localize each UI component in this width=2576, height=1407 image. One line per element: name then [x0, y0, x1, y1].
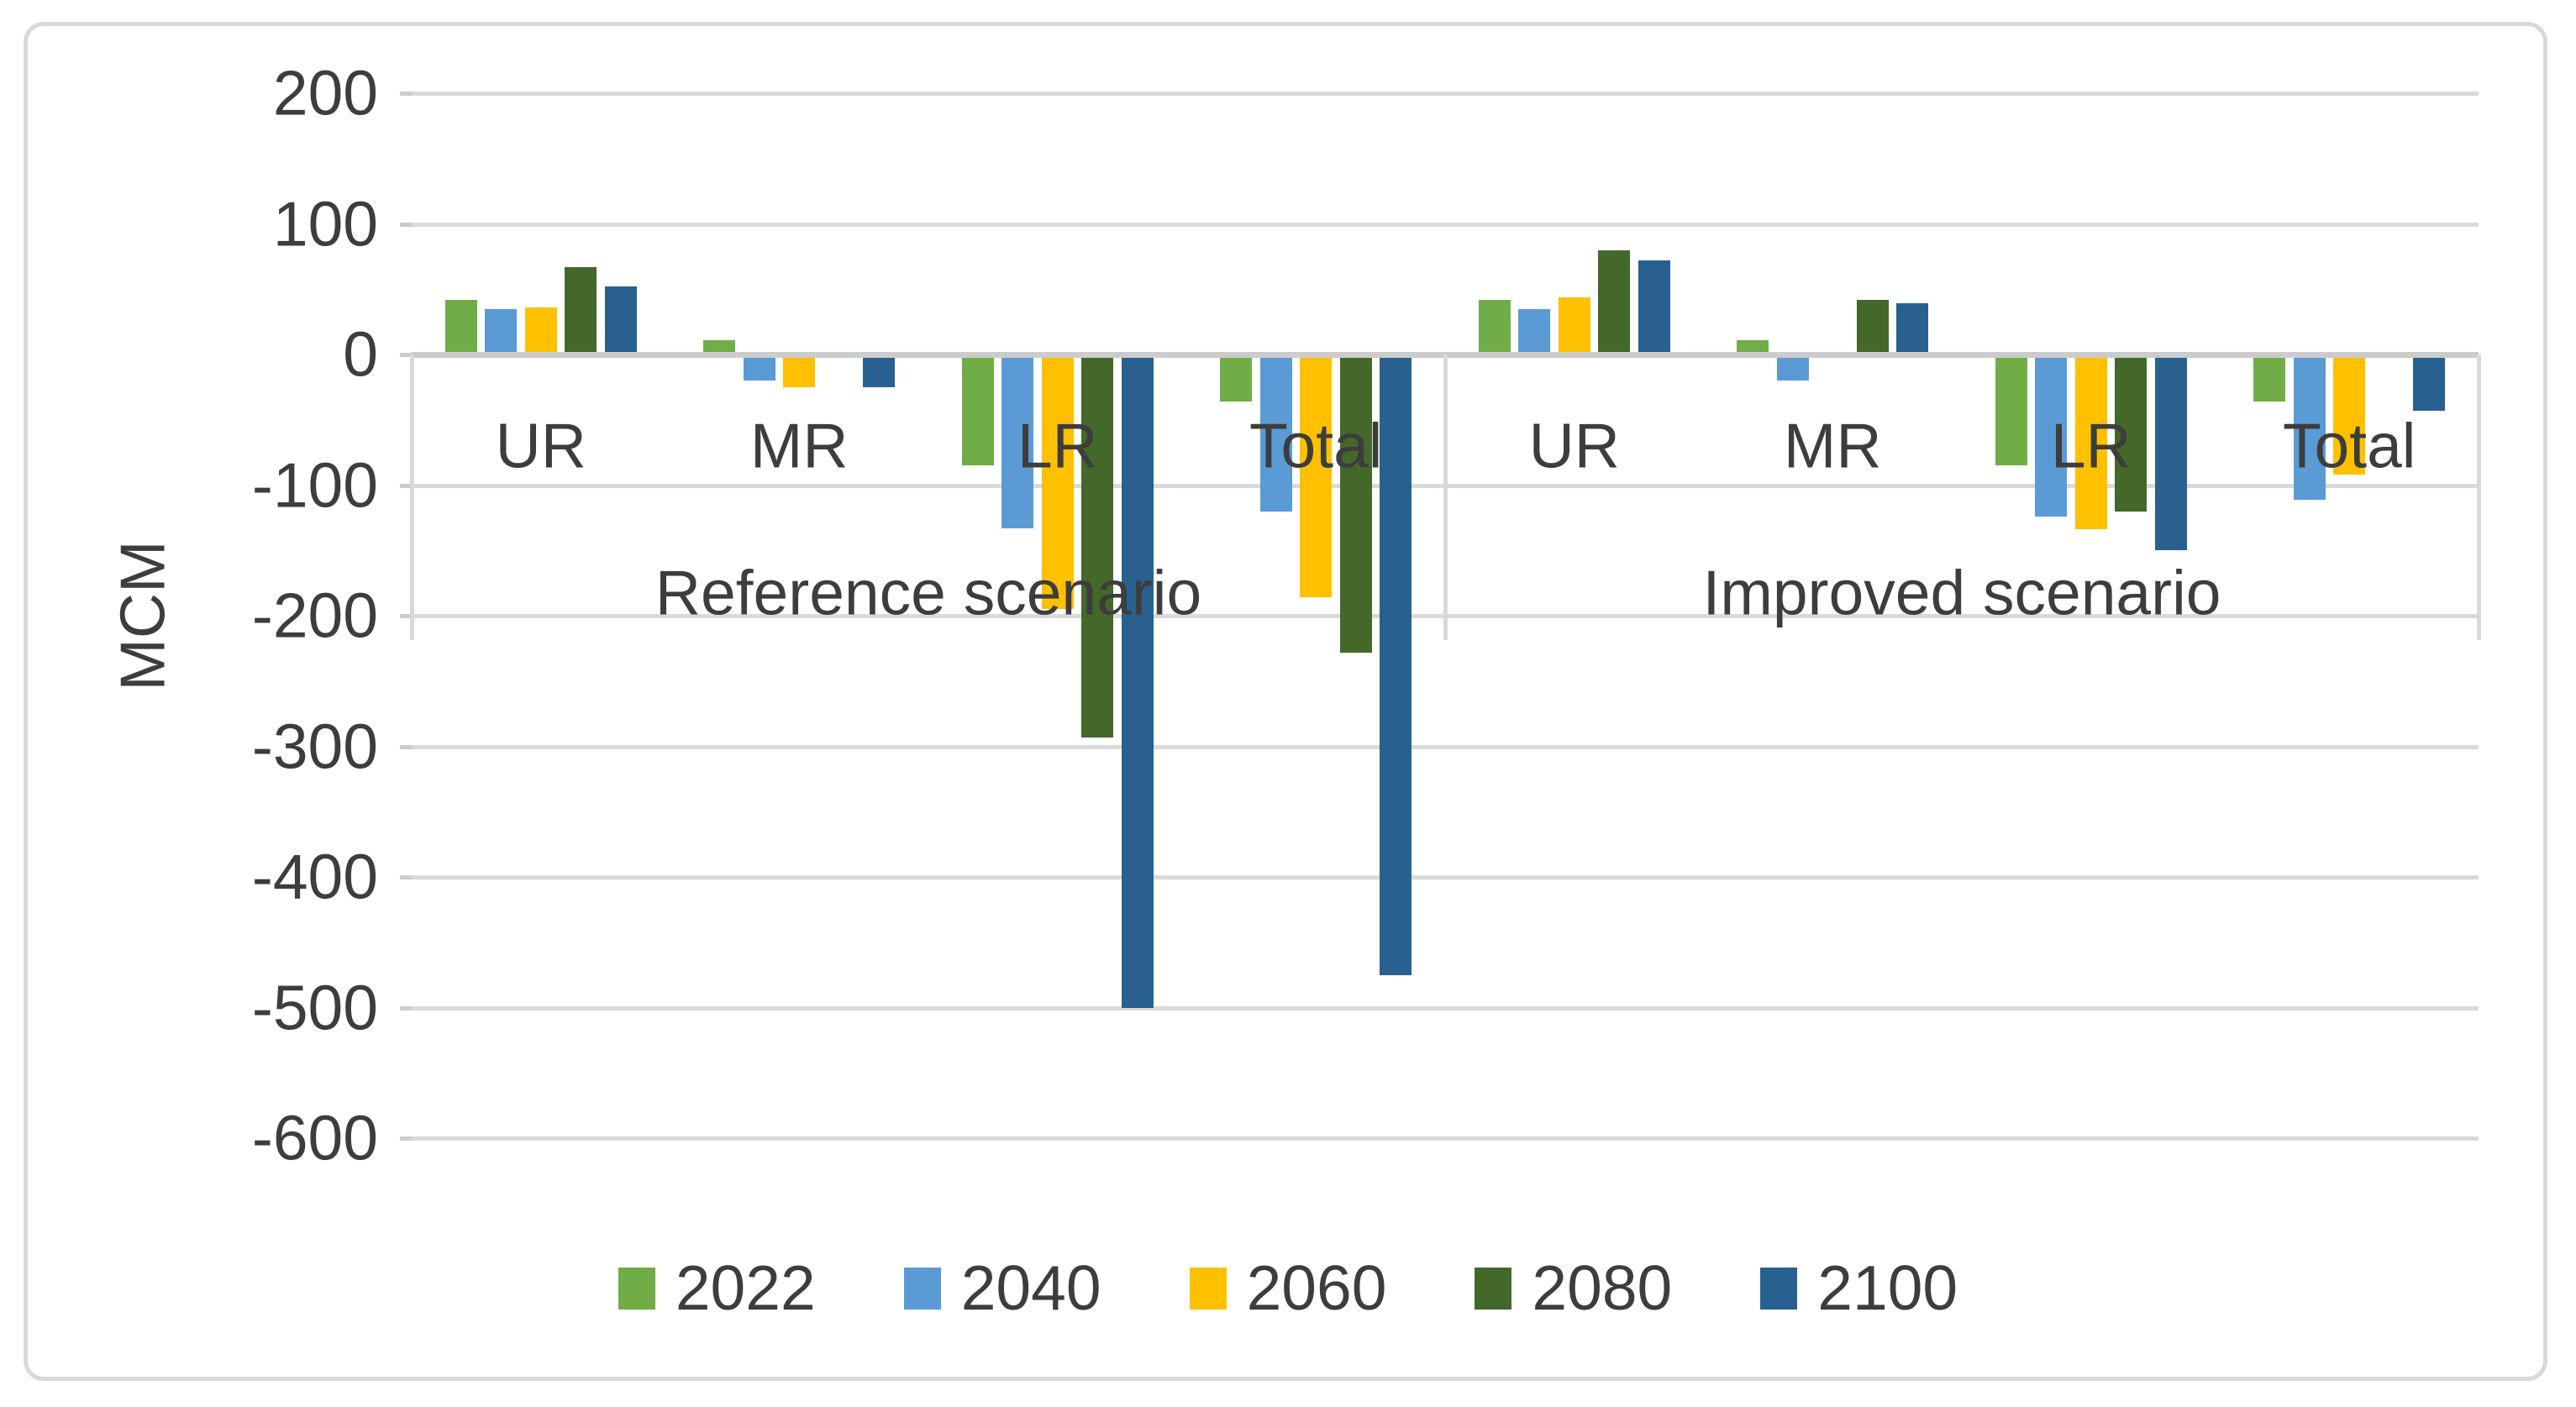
legend-label: 2060 [1246, 1252, 1387, 1323]
y-axis-tick [400, 1137, 412, 1141]
bar-2080-Total [1339, 358, 1372, 653]
bar-2100-Total [2413, 358, 2446, 411]
y-axis-tick [400, 483, 412, 488]
y-axis-tick [400, 875, 412, 879]
bar-2022-UR [444, 299, 477, 352]
y-axis-tick [400, 353, 412, 357]
category-label-ur: UR [495, 410, 586, 481]
category-separator [2477, 354, 2481, 640]
category-label-total: Total [2283, 410, 2416, 481]
legend-item-2100: 2100 [1760, 1257, 1958, 1320]
gridline [412, 744, 2479, 749]
legend-label: 2022 [675, 1252, 816, 1323]
bar-2060-UR [1558, 297, 1590, 352]
legend-swatch-2040 [903, 1267, 941, 1310]
legend-swatch-2100 [1760, 1267, 1798, 1310]
bar-2040-Total [1259, 358, 1292, 512]
bar-2040-LR [2035, 358, 2068, 517]
bar-2022-LR [961, 358, 994, 466]
gridline [412, 1005, 2479, 1011]
legend-swatch-2022 [618, 1267, 655, 1310]
legend-swatch-2060 [1189, 1267, 1227, 1310]
y-axis-tick [400, 222, 412, 227]
category-label-mr: MR [749, 410, 849, 481]
category-label-mr: MR [1783, 410, 1882, 481]
gridline [412, 1137, 2479, 1141]
legend-item-2040: 2040 [903, 1252, 1101, 1323]
y-axis-tick [400, 614, 412, 618]
y-tick-label: 0 [343, 318, 378, 390]
bar-2080-LR [1081, 358, 1114, 738]
legend: 2022 2040 2060 2080 2100 [0, 1257, 2576, 1320]
bar-2022-LR [1995, 358, 2027, 466]
bar-2100-Total [1380, 358, 1412, 975]
bar-2100-MR [863, 358, 896, 387]
bar-2080-UR [1598, 249, 1631, 352]
bar-2040-UR [1518, 308, 1551, 352]
bar-2080-MR [1856, 299, 1889, 352]
y-tick-label: 200 [272, 57, 378, 129]
y-axis-title: MCM [107, 540, 178, 691]
chart-outer-border [24, 22, 2547, 1381]
bar-2022-MR [703, 340, 736, 352]
legend-item-2060: 2060 [1189, 1252, 1387, 1323]
bar-2100-UR [1638, 260, 1670, 352]
y-axis-tick [400, 92, 412, 96]
legend-swatch-2080 [1475, 1267, 1512, 1310]
legend-item-2080: 2080 [1475, 1257, 1672, 1320]
bar-2060-LR [2074, 358, 2107, 530]
bar-2100-LR [2154, 358, 2187, 551]
bar-2040-MR [1776, 358, 1809, 381]
bar-2100-LR [1121, 358, 1154, 1008]
category-label-lr: LR [1017, 410, 1098, 481]
bar-2022-Total [1220, 358, 1253, 402]
legend-label: 2040 [960, 1252, 1101, 1323]
category-separator [410, 354, 414, 640]
bar-2022-Total [2253, 358, 2286, 402]
bar-2060-UR [524, 307, 557, 352]
y-tick-label: -500 [251, 972, 378, 1042]
bar-2040-LR [1001, 358, 1034, 528]
bar-2040-UR [485, 308, 518, 352]
bar-2100-MR [1896, 303, 1929, 352]
gridline [412, 92, 2479, 96]
bar-2100-UR [604, 286, 637, 352]
y-tick-label: -100 [251, 449, 378, 520]
bar-2060-MR [783, 358, 816, 387]
bar-2022-UR [1478, 299, 1511, 352]
legend-label: 2100 [1817, 1252, 1958, 1323]
y-tick-label: -400 [251, 841, 378, 912]
bar-2060-LR [1041, 358, 1074, 610]
y-tick-label: 100 [272, 188, 378, 259]
bar-2060-Total [2333, 358, 2366, 475]
y-tick-label: -600 [251, 1102, 378, 1173]
y-tick-label: -300 [251, 711, 378, 781]
gridline [412, 875, 2479, 879]
scenario-label: Reference scenario [655, 557, 1202, 628]
bar-2040-Total [2293, 358, 2326, 500]
category-label-lr: LR [2050, 410, 2132, 481]
bar-2040-MR [743, 358, 775, 381]
legend-item-2022: 2022 [618, 1257, 816, 1320]
scenario-label: Improved scenario [1702, 557, 2221, 628]
bar-2022-MR [1737, 340, 1769, 352]
bar-2060-Total [1300, 358, 1333, 598]
category-label-ur: UR [1528, 410, 1620, 481]
bar-2080-UR [565, 266, 597, 352]
y-axis-tick [400, 744, 412, 749]
legend-label: 2080 [1532, 1252, 1673, 1323]
y-axis-tick [400, 1005, 412, 1011]
gridline [412, 222, 2479, 227]
category-separator [1443, 354, 1448, 640]
bar-2080-LR [2115, 358, 2148, 512]
y-tick-label: -200 [251, 580, 378, 651]
category-label-total: Total [1249, 410, 1383, 481]
